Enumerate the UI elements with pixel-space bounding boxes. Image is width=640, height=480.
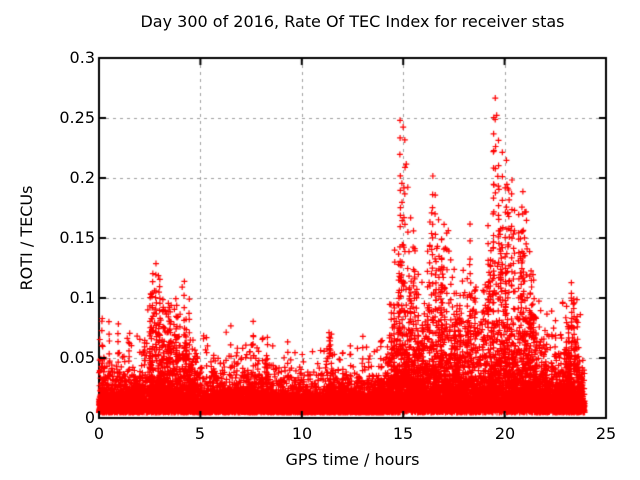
x-tick-label: 15 <box>392 424 414 443</box>
y-tick-label: 0.3 <box>69 48 95 67</box>
x-tick-label: 25 <box>595 424 617 443</box>
x-tick-label: 0 <box>93 424 105 443</box>
y-tick-label: 0 <box>84 408 95 427</box>
x-tick-label: 5 <box>194 424 206 443</box>
y-tick-label: 0.05 <box>59 348 95 367</box>
chart-title: Day 300 of 2016, Rate Of TEC Index for r… <box>140 12 565 31</box>
x-tick-label: 20 <box>494 424 516 443</box>
y-tick-label: 0.1 <box>69 288 95 307</box>
y-tick-label: 0.25 <box>59 108 95 127</box>
x-tick-label: 10 <box>291 424 313 443</box>
y-tick-label: 0.2 <box>69 168 95 187</box>
y-tick-label: 0.15 <box>59 228 95 247</box>
x-axis-label: GPS time / hours <box>285 450 420 469</box>
